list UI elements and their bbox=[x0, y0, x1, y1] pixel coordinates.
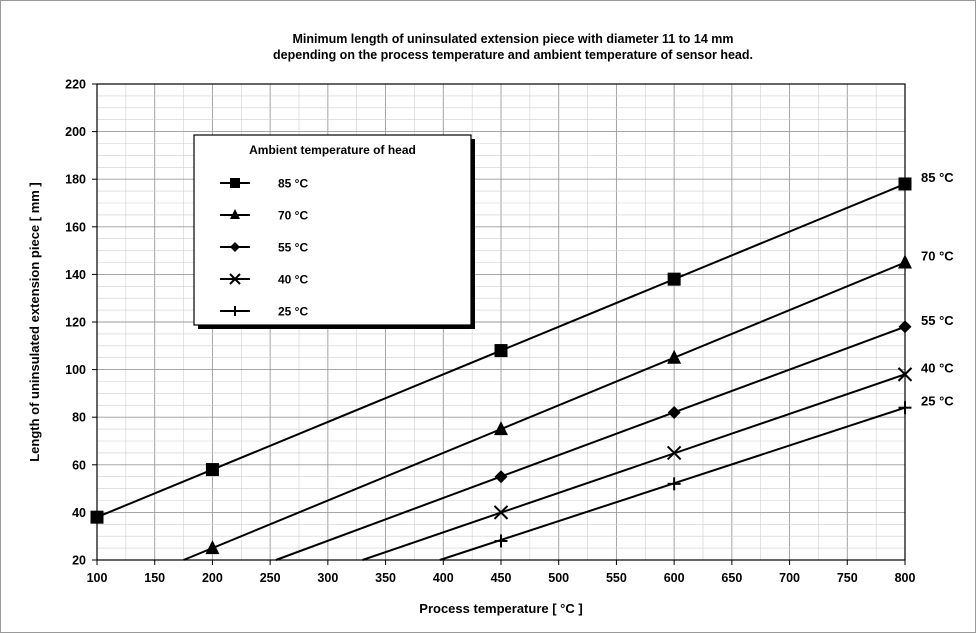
legend-item-2: 55 °C bbox=[220, 241, 308, 255]
marker-square bbox=[667, 272, 681, 286]
x-tick-label: 700 bbox=[779, 571, 800, 585]
series-end-label: 40 °C bbox=[921, 360, 954, 375]
x-tick-label: 550 bbox=[606, 571, 627, 585]
series-0: 85 °C bbox=[90, 170, 954, 524]
series-line bbox=[275, 325, 906, 561]
legend-item-3: 40 °C bbox=[220, 273, 308, 287]
y-tick-label: 60 bbox=[72, 458, 86, 472]
legend-box bbox=[193, 134, 472, 326]
y-tick-label: 40 bbox=[72, 506, 86, 520]
legend-item-0: 85 °C bbox=[220, 177, 308, 191]
series-3: 40 °C bbox=[362, 360, 954, 561]
legend-item-1: 70 °C bbox=[220, 209, 308, 223]
marker-diamond bbox=[898, 320, 912, 334]
marker-plus bbox=[230, 306, 240, 316]
marker-plus bbox=[898, 401, 912, 415]
x-tick-label: 250 bbox=[260, 571, 281, 585]
x-tick-label: 450 bbox=[491, 571, 512, 585]
series-2: 55 °C bbox=[275, 313, 954, 561]
marker-square bbox=[898, 177, 912, 191]
marker-triangle bbox=[898, 254, 912, 269]
y-tick-label: 180 bbox=[65, 173, 86, 187]
series-end-label: 85 °C bbox=[921, 170, 954, 185]
series-line bbox=[183, 261, 906, 561]
marker-square bbox=[230, 178, 240, 188]
marker-diamond bbox=[494, 470, 508, 484]
y-tick-label: 120 bbox=[65, 316, 86, 330]
x-axis-label: Process temperature [ °C ] bbox=[419, 601, 582, 616]
x-tick-label: 750 bbox=[837, 571, 858, 585]
series-end-label: 25 °C bbox=[921, 394, 954, 409]
marker-diamond bbox=[667, 405, 681, 419]
series-end-label: 55 °C bbox=[921, 313, 954, 328]
series-end-label: 70 °C bbox=[921, 249, 954, 264]
marker-plus bbox=[494, 534, 508, 548]
series-line bbox=[362, 373, 906, 561]
axis-ticks: 100 150 200 250 300 350 400 450 500 550 600 650 700 7… bbox=[65, 78, 915, 586]
x-tick-label: 300 bbox=[317, 571, 338, 585]
marker-x bbox=[897, 367, 913, 382]
x-tick-label: 100 bbox=[87, 571, 108, 585]
x-tick-label: 400 bbox=[433, 571, 454, 585]
marker-diamond bbox=[230, 242, 240, 252]
x-tick-label: 350 bbox=[375, 571, 396, 585]
legend-title: Ambient temperature of head bbox=[249, 143, 416, 157]
marker-triangle bbox=[494, 421, 508, 436]
x-tick-label: 600 bbox=[664, 571, 685, 585]
legend: Ambient temperature of head 85 °C 70 °C 55 … bbox=[193, 134, 475, 329]
y-tick-label: 200 bbox=[65, 125, 86, 139]
x-tick-label: 500 bbox=[548, 571, 569, 585]
y-tick-label: 140 bbox=[65, 268, 86, 282]
series-layer: 85 °C 70 °C 55 °C 40 °C 25 °C bbox=[90, 170, 954, 561]
legend-label: 55 °C bbox=[278, 241, 308, 255]
y-tick-label: 100 bbox=[65, 363, 86, 377]
marker-square bbox=[205, 463, 219, 477]
y-tick-label: 220 bbox=[65, 78, 86, 92]
legend-label: 25 °C bbox=[278, 305, 308, 319]
marker-x bbox=[493, 505, 509, 520]
series-4: 25 °C bbox=[439, 394, 954, 561]
legend-label: 70 °C bbox=[278, 209, 308, 223]
chart-title-line-2: depending on the process temperature and… bbox=[273, 48, 753, 62]
legend-item-4: 25 °C bbox=[220, 305, 308, 319]
marker-square bbox=[494, 344, 508, 358]
y-tick-label: 20 bbox=[72, 554, 86, 568]
marker-x bbox=[666, 445, 682, 461]
marker-x bbox=[229, 273, 241, 285]
y-tick-label: 160 bbox=[65, 220, 86, 234]
legend-label: 40 °C bbox=[278, 273, 308, 287]
marker-triangle bbox=[230, 209, 240, 219]
x-tick-label: 800 bbox=[895, 571, 916, 585]
marker-triangle bbox=[205, 540, 220, 555]
marker-triangle bbox=[667, 349, 682, 364]
y-axis-label: Length of uninsulated extension piece [ … bbox=[27, 182, 42, 462]
marker-square bbox=[90, 510, 104, 524]
x-tick-label: 650 bbox=[721, 571, 742, 585]
x-tick-label: 200 bbox=[202, 571, 223, 585]
chart-title-line-1: Minimum length of uninsulated extension … bbox=[292, 32, 733, 46]
x-tick-label: 150 bbox=[144, 571, 165, 585]
series-1: 70 °C bbox=[183, 249, 954, 561]
y-tick-label: 80 bbox=[72, 411, 86, 425]
marker-plus bbox=[667, 477, 681, 491]
legend-label: 85 °C bbox=[278, 177, 308, 191]
